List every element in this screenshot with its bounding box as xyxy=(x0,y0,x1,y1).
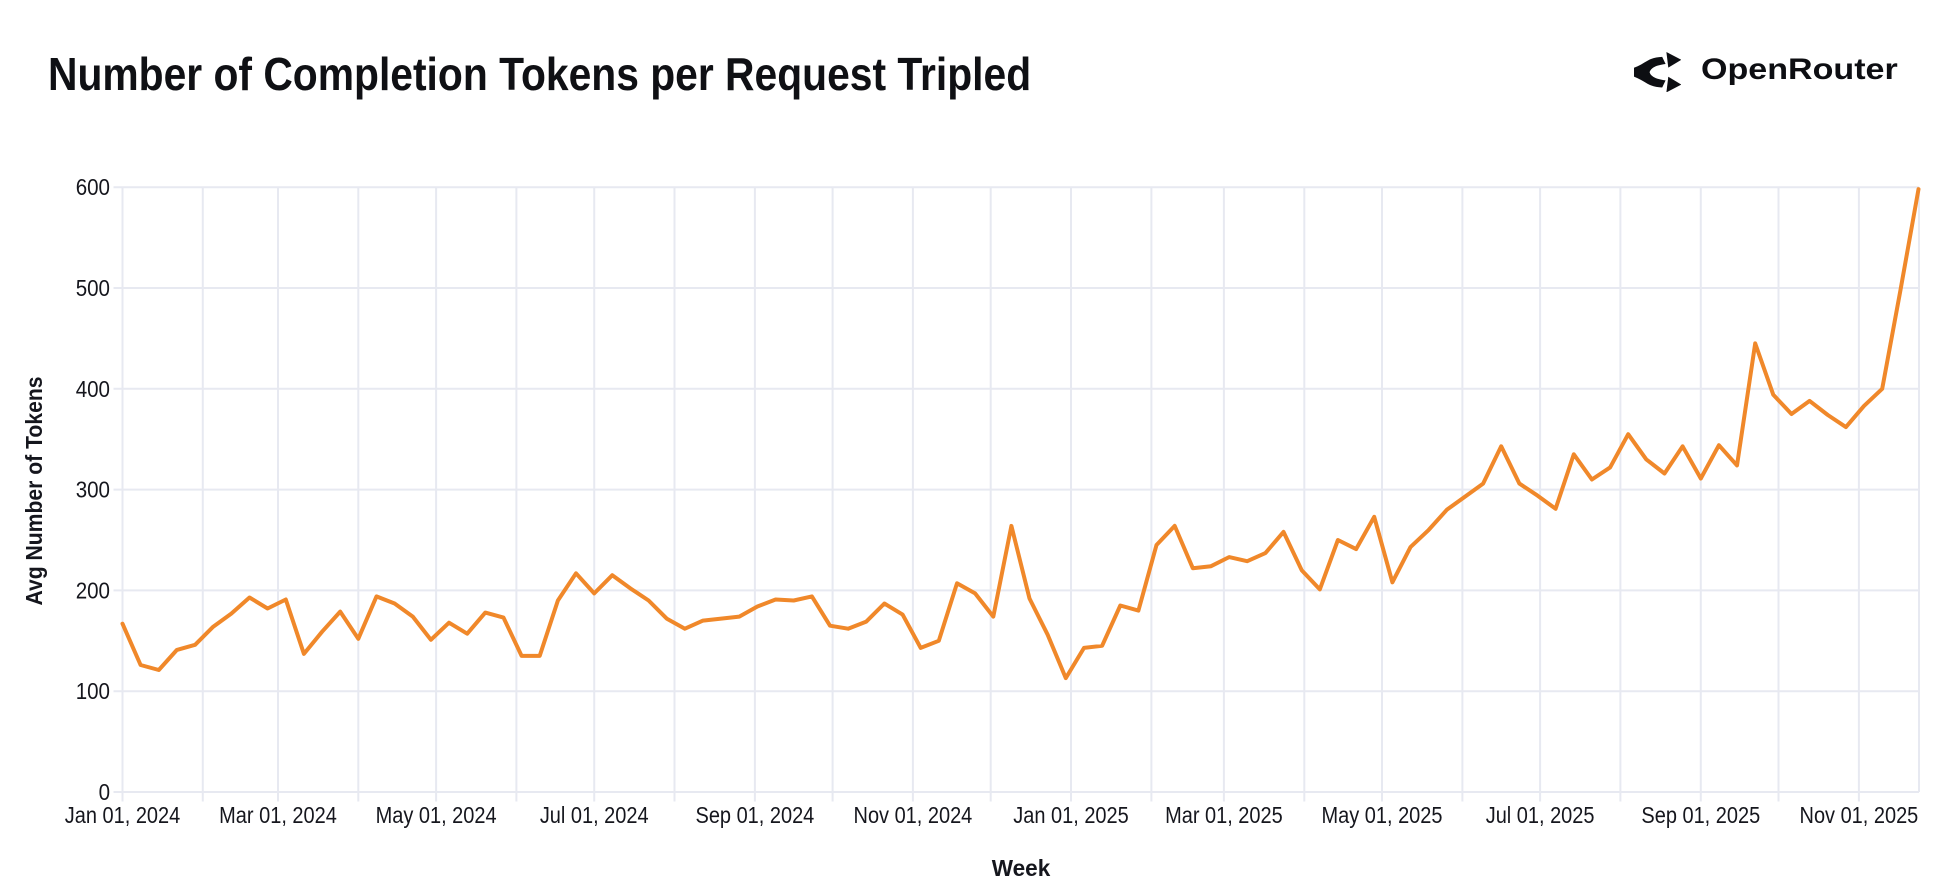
svg-text:400: 400 xyxy=(76,376,110,403)
svg-text:Nov 01, 2025: Nov 01, 2025 xyxy=(1800,801,1919,828)
svg-text:600: 600 xyxy=(76,174,110,201)
svg-text:Nov 01, 2024: Nov 01, 2024 xyxy=(854,801,973,828)
svg-text:May 01, 2025: May 01, 2025 xyxy=(1322,801,1443,828)
svg-text:0: 0 xyxy=(99,779,110,806)
svg-text:Jul 01, 2025: Jul 01, 2025 xyxy=(1486,801,1595,828)
svg-text:500: 500 xyxy=(76,275,110,302)
svg-text:Week: Week xyxy=(992,855,1051,882)
svg-text:Mar 01, 2025: Mar 01, 2025 xyxy=(1165,801,1283,828)
svg-text:Jul 01, 2024: Jul 01, 2024 xyxy=(540,801,649,828)
svg-text:100: 100 xyxy=(76,678,110,705)
svg-text:300: 300 xyxy=(76,476,110,503)
svg-text:Sep 01, 2025: Sep 01, 2025 xyxy=(1641,801,1760,828)
svg-text:May 01, 2024: May 01, 2024 xyxy=(376,801,497,828)
svg-text:Jan 01, 2024: Jan 01, 2024 xyxy=(65,801,180,828)
svg-text:Mar 01, 2024: Mar 01, 2024 xyxy=(219,801,337,828)
svg-text:Sep 01, 2024: Sep 01, 2024 xyxy=(696,801,815,828)
svg-text:Jan 01, 2025: Jan 01, 2025 xyxy=(1013,801,1128,828)
svg-text:200: 200 xyxy=(76,577,110,604)
svg-text:Avg Number of Tokens: Avg Number of Tokens xyxy=(21,376,47,605)
